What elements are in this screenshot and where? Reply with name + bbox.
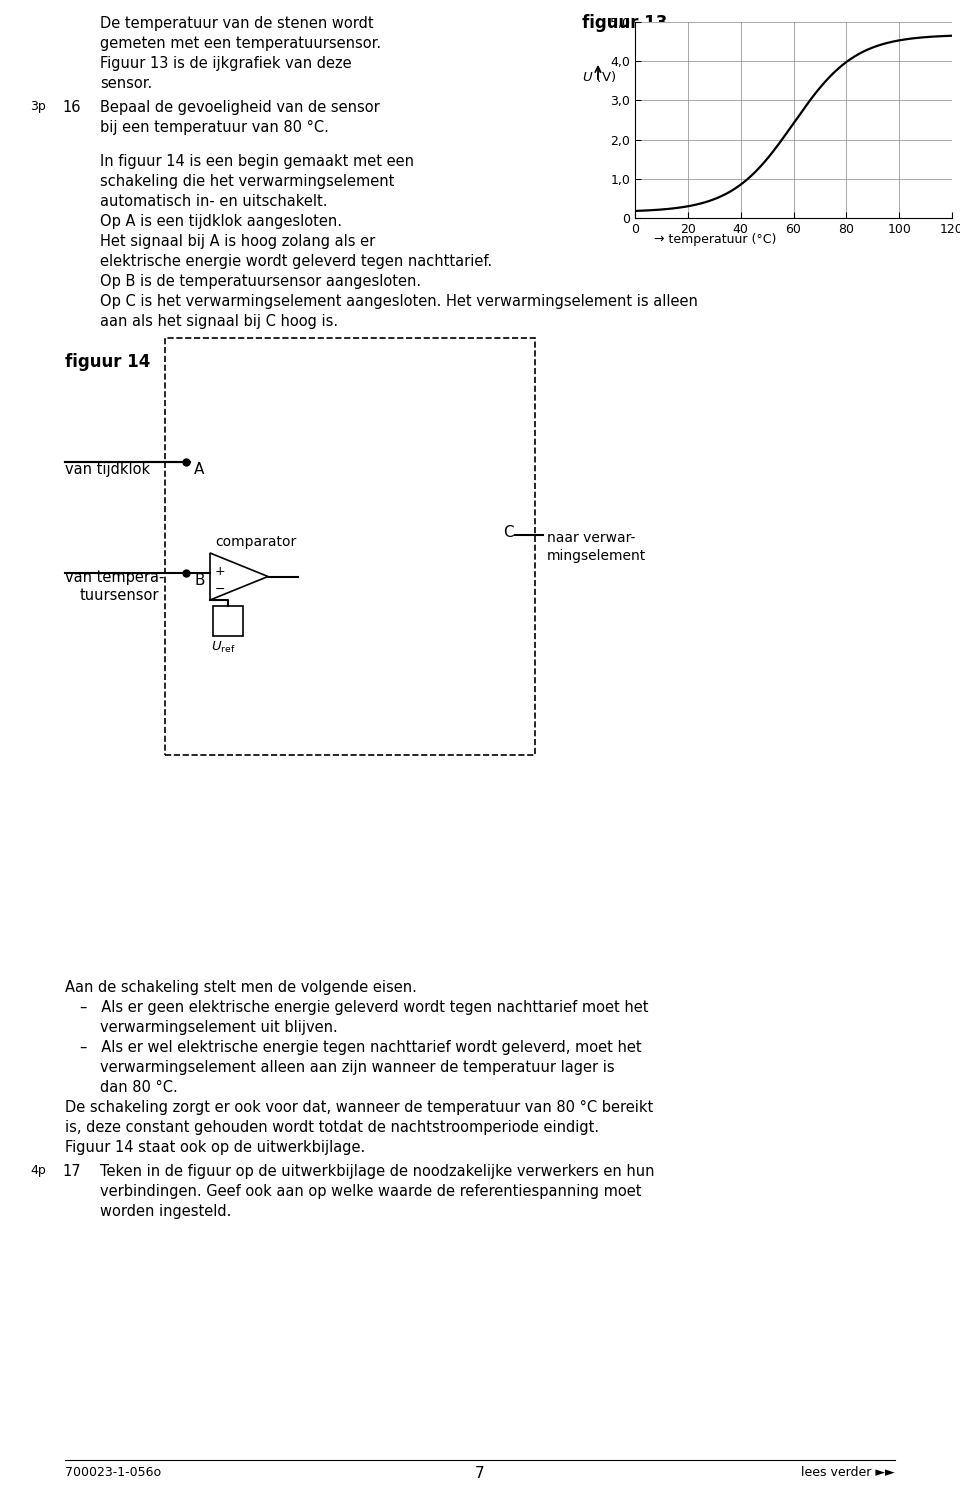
Text: elektrische energie wordt geleverd tegen nachttarief.: elektrische energie wordt geleverd tegen… [100, 254, 492, 269]
Text: –   Als er geen elektrische energie geleverd wordt tegen nachttarief moet het: – Als er geen elektrische energie geleve… [80, 1000, 649, 1015]
Text: aan als het signaal bij C hoog is.: aan als het signaal bij C hoog is. [100, 314, 338, 329]
Text: Het signaal bij A is hoog zolang als er: Het signaal bij A is hoog zolang als er [100, 234, 375, 248]
Text: A: A [194, 461, 204, 478]
Text: verbindingen. Geef ook aan op welke waarde de referentiespanning moet: verbindingen. Geef ook aan op welke waar… [100, 1184, 641, 1199]
Text: is, deze constant gehouden wordt totdat de nachtstroomperiode eindigt.: is, deze constant gehouden wordt totdat … [65, 1120, 599, 1135]
Text: figuur 13: figuur 13 [582, 13, 667, 33]
Text: In figuur 14 is een begin gemaakt met een: In figuur 14 is een begin gemaakt met ee… [100, 153, 414, 170]
Text: gemeten met een temperatuursensor.: gemeten met een temperatuursensor. [100, 36, 381, 51]
Text: bij een temperatuur van 80 °C.: bij een temperatuur van 80 °C. [100, 121, 329, 135]
Text: 7: 7 [475, 1466, 485, 1481]
Text: $U_{\mathrm{ref}}$: $U_{\mathrm{ref}}$ [211, 640, 236, 655]
Text: +: + [215, 565, 226, 577]
Text: 4p: 4p [30, 1164, 46, 1177]
Text: Op B is de temperatuursensor aangesloten.: Op B is de temperatuursensor aangesloten… [100, 274, 421, 289]
Text: De temperatuur van de stenen wordt: De temperatuur van de stenen wordt [100, 16, 373, 31]
Text: van tijdklok: van tijdklok [65, 461, 150, 478]
Text: De schakeling zorgt er ook voor dat, wanneer de temperatuur van 80 °C bereikt: De schakeling zorgt er ook voor dat, wan… [65, 1100, 653, 1115]
Text: mingselement: mingselement [547, 549, 646, 562]
Text: 16: 16 [62, 100, 81, 115]
Bar [213, 606, 243, 635]
Text: 3p: 3p [30, 100, 46, 113]
Text: dan 80 °C.: dan 80 °C. [100, 1080, 178, 1095]
Text: Figuur 13 is de ijkgrafiek van deze: Figuur 13 is de ijkgrafiek van deze [100, 57, 351, 71]
Text: C: C [503, 525, 514, 540]
Text: naar verwar-: naar verwar- [547, 531, 636, 545]
Text: worden ingesteld.: worden ingesteld. [100, 1204, 231, 1219]
Text: −: − [215, 583, 226, 597]
Text: 17: 17 [62, 1164, 81, 1178]
Text: sensor.: sensor. [100, 76, 153, 91]
Text: van tempera-: van tempera- [65, 570, 164, 585]
Text: B: B [194, 573, 204, 588]
Text: Teken in de figuur op de uitwerkbijlage de noodzakelijke verwerkers en hun: Teken in de figuur op de uitwerkbijlage … [100, 1164, 655, 1178]
Text: Figuur 14 staat ook op de uitwerkbijlage.: Figuur 14 staat ook op de uitwerkbijlage… [65, 1140, 365, 1155]
Text: Op C is het verwarmingselement aangesloten. Het verwarmingselement is alleen: Op C is het verwarmingselement aangeslot… [100, 295, 698, 310]
Text: comparator: comparator [215, 536, 297, 549]
Text: verwarmingselement uit blijven.: verwarmingselement uit blijven. [100, 1019, 338, 1036]
Text: verwarmingselement alleen aan zijn wanneer de temperatuur lager is: verwarmingselement alleen aan zijn wanne… [100, 1059, 614, 1074]
Text: schakeling die het verwarmingselement: schakeling die het verwarmingselement [100, 174, 395, 189]
Text: tuursensor: tuursensor [80, 588, 159, 603]
Text: $U$ (V): $U$ (V) [582, 70, 616, 85]
Text: lees verder ►►: lees verder ►► [802, 1466, 895, 1479]
Text: figuur 14: figuur 14 [65, 353, 151, 371]
Text: automatisch in- en uitschakelt.: automatisch in- en uitschakelt. [100, 193, 327, 208]
Text: Aan de schakeling stelt men de volgende eisen.: Aan de schakeling stelt men de volgende … [65, 981, 417, 995]
Text: → temperatuur (°C): → temperatuur (°C) [654, 234, 777, 246]
Text: –   Als er wel elektrische energie tegen nachttarief wordt geleverd, moet het: – Als er wel elektrische energie tegen n… [80, 1040, 641, 1055]
Text: 700023-1-056o: 700023-1-056o [65, 1466, 161, 1479]
Text: Op A is een tijdklok aangesloten.: Op A is een tijdklok aangesloten. [100, 214, 342, 229]
Text: Bepaal de gevoeligheid van de sensor: Bepaal de gevoeligheid van de sensor [100, 100, 380, 115]
